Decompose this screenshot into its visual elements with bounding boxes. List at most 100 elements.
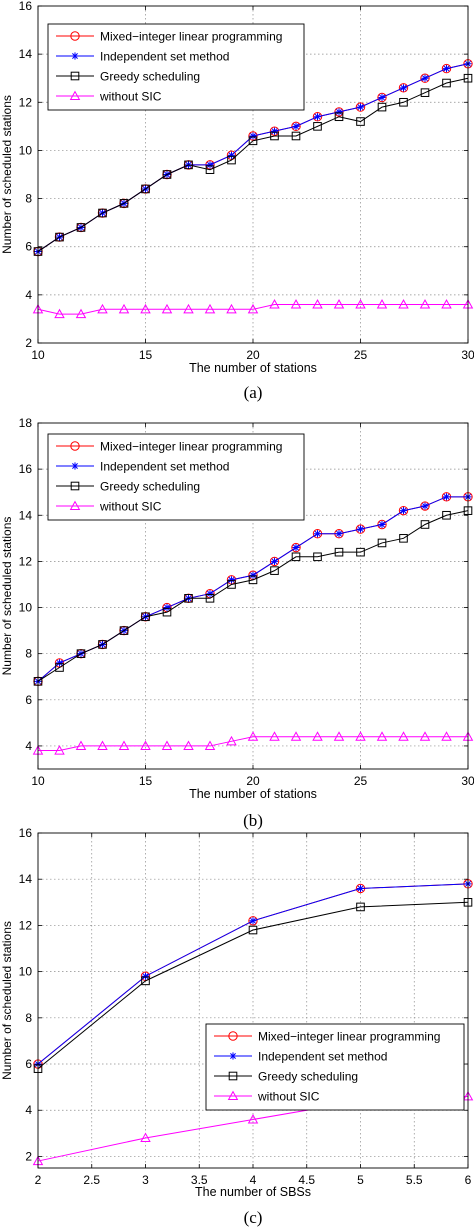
data-point [377, 538, 387, 548]
legend-marker [70, 441, 80, 451]
data-point [55, 659, 64, 667]
data-point [312, 299, 323, 309]
legend: Mixed−integer linear programming Independ… [47, 433, 305, 521]
data-point [420, 88, 430, 97]
legend-marker [69, 90, 81, 101]
y-tick-label: 2 [25, 1149, 32, 1163]
data-point [184, 594, 193, 603]
data-point [161, 303, 173, 314]
chart-a: 10 15 20 25 30 2 4 6 8 10 12 14 16 The number of stat… [0, 0, 474, 402]
data-point [205, 165, 215, 174]
x-axis-label: The number of stations [189, 787, 317, 801]
data-point [184, 160, 193, 170]
series-line [37, 510, 469, 682]
data-point [378, 93, 386, 102]
y-tick-label: 18 [19, 416, 33, 430]
data-point [98, 640, 107, 649]
data-point [376, 299, 388, 309]
data-point [269, 126, 280, 136]
y-tick-label: 8 [25, 1011, 32, 1025]
y-tick-label: 16 [19, 826, 33, 840]
data-point [162, 607, 172, 617]
data-point [399, 534, 408, 543]
data-point [183, 303, 194, 314]
data-point [313, 552, 322, 562]
legend-label: Mixed−integer linear programming [100, 30, 282, 44]
series-4 [32, 731, 474, 755]
data-point [334, 107, 344, 117]
data-point [398, 83, 409, 93]
legend-label: Greedy scheduling [100, 480, 200, 494]
data-point [118, 303, 130, 314]
y-tick-label: 6 [25, 1057, 32, 1071]
data-point [249, 132, 257, 140]
x-tick-label: 30 [461, 774, 474, 788]
data-point [119, 199, 129, 208]
x-tick-label: 5 [357, 1173, 364, 1187]
data-point [441, 731, 452, 741]
data-point [140, 740, 151, 750]
x-tick-label: 25 [354, 774, 368, 788]
chart-c: 2 2.5 3 3.5 4 4.5 5 5.5 6 2 4 6 8 10 12 14 16 The number … [0, 826, 474, 1227]
x-tick-label: 4.5 [298, 1173, 315, 1187]
legend: Mixed−integer linear programming Independ… [47, 23, 305, 111]
data-point [270, 127, 279, 135]
y-tick-label: 4 [25, 1103, 32, 1117]
data-point [313, 113, 322, 121]
y-tick-label: 8 [25, 192, 32, 206]
x-tick-label: 5.5 [406, 1173, 423, 1187]
x-tick-label: 10 [31, 774, 45, 788]
x-tick-label: 20 [246, 774, 260, 788]
data-point [335, 108, 343, 116]
x-tick-label: 3.5 [191, 1173, 208, 1187]
series-line [38, 736, 468, 752]
legend-label: Mixed−integer linear programming [258, 1030, 440, 1044]
data-point [249, 917, 257, 925]
data-point [247, 731, 259, 741]
legend-label: Greedy scheduling [258, 1070, 358, 1084]
data-point [226, 303, 237, 314]
data-point [399, 84, 408, 92]
data-point [420, 73, 430, 83]
x-tick-label: 6 [465, 1173, 472, 1187]
y-tick-label: 8 [25, 647, 32, 661]
legend-label: Mixed−integer linear programming [100, 440, 282, 454]
data-point [291, 131, 301, 141]
data-point [270, 131, 279, 141]
data-point [227, 151, 236, 159]
x-tick-label: 10 [31, 348, 45, 362]
data-point [355, 524, 366, 534]
legend-marker [69, 500, 81, 511]
legend-label: Independent set method [100, 50, 229, 64]
data-point [356, 884, 365, 893]
data-point [54, 308, 65, 319]
data-point [226, 735, 237, 746]
y-tick-label: 14 [19, 508, 33, 522]
legend-marker [229, 1052, 237, 1060]
data-point [377, 92, 387, 103]
data-point [290, 299, 302, 309]
y-tick-label: 4 [25, 288, 32, 302]
data-point [248, 131, 258, 141]
data-point [97, 303, 108, 314]
x-axis-label: The number of SBSs [195, 1185, 311, 1199]
data-point [270, 566, 279, 575]
legend-marker [70, 71, 80, 81]
data-point [356, 902, 365, 912]
y-tick-label: 16 [19, 0, 33, 13]
data-point [376, 731, 388, 741]
data-point [334, 547, 344, 557]
legend-label: without SIC [99, 90, 162, 104]
y-axis-label: Number of scheduled stations [0, 921, 14, 1080]
data-point [419, 731, 431, 741]
data-point [75, 308, 87, 319]
data-point [141, 612, 150, 622]
data-point [421, 502, 429, 510]
data-point [313, 122, 322, 131]
data-point [378, 520, 386, 529]
axes-box [37, 422, 469, 770]
x-tick-label: 3 [142, 1173, 149, 1187]
data-point [227, 580, 236, 589]
data-point [442, 78, 451, 88]
data-point [204, 740, 216, 750]
